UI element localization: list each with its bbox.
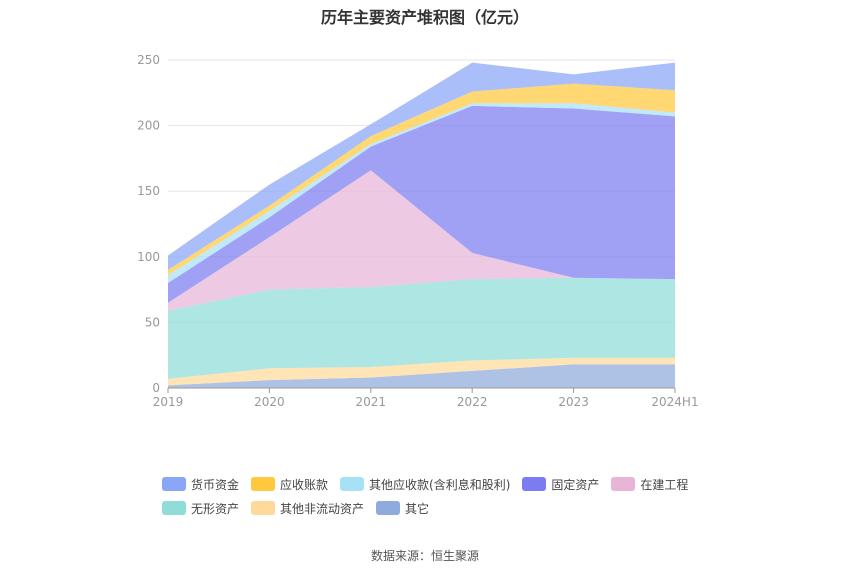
y-tick-label: 100 (137, 250, 160, 264)
area-series (168, 105, 675, 303)
y-tick-label: 200 (137, 119, 160, 133)
y-tick-label: 50 (145, 315, 160, 329)
legend-swatch (522, 477, 547, 491)
legend-label: 应收账款 (280, 477, 329, 492)
area-series (168, 357, 675, 386)
legend-swatch (376, 501, 401, 515)
legend-item[interactable]: 其它 (376, 500, 429, 517)
area-series (168, 83, 675, 276)
legend-row: 无形资产 其他非流动资产 其它 (162, 496, 722, 520)
y-tick-label: 0 (152, 381, 160, 395)
legend-label: 无形资产 (191, 501, 240, 516)
legend-swatch (251, 477, 276, 491)
legend-label: 其它 (405, 501, 430, 516)
chart-title: 历年主要资产堆积图（亿元） (320, 8, 529, 27)
legend-row: 货币资金 应收账款 其他应收款(含利息和股利) 固定资产 在建工程 (162, 472, 722, 496)
legend-item[interactable]: 固定资产 (522, 476, 599, 493)
legend-swatch (162, 501, 186, 515)
legend-label: 在建工程 (640, 477, 689, 492)
x-tick-label: 2019 (153, 395, 184, 409)
area-series (168, 170, 675, 311)
area-series (168, 364, 675, 388)
legend-item[interactable]: 在建工程 (611, 476, 688, 493)
axes: 0 50 100 150 200 250 2019 2020 2021 2022 2023 2024H… (137, 53, 699, 409)
x-tick-label: 2020 (254, 395, 285, 409)
legend-item[interactable]: 其他应收款(含利息和股利) (340, 476, 510, 493)
x-tick-label: 2024H1 (651, 395, 698, 409)
legend-label: 其他应收款(含利息和股利) (369, 477, 511, 492)
legend-swatch (611, 477, 636, 491)
legend-item[interactable]: 其他非流动资产 (251, 500, 364, 517)
legend-label: 货币资金 (191, 477, 240, 492)
legend-swatch (340, 477, 365, 491)
legend: 货币资金 应收账款 其他应收款(含利息和股利) 固定资产 在建工程 无形资产 其他非流动资… (162, 472, 722, 520)
area-series-group (168, 62, 675, 388)
area-series (168, 62, 675, 270)
x-tick-label: 2023 (558, 395, 589, 409)
legend-item[interactable]: 货币资金 (162, 476, 239, 493)
y-tick-label: 150 (137, 184, 160, 198)
legend-item[interactable]: 无形资产 (162, 500, 239, 517)
legend-label: 其他非流动资产 (280, 501, 365, 516)
legend-item[interactable]: 应收账款 (251, 476, 328, 493)
legend-swatch (162, 477, 186, 491)
y-tick-label: 250 (137, 53, 160, 67)
legend-label: 固定资产 (551, 477, 600, 492)
x-tick-label: 2022 (457, 395, 488, 409)
data-source-note: 数据来源：恒生聚源 (370, 549, 479, 563)
x-tick-label: 2021 (356, 395, 387, 409)
area-series (168, 277, 675, 379)
legend-swatch (251, 501, 276, 515)
